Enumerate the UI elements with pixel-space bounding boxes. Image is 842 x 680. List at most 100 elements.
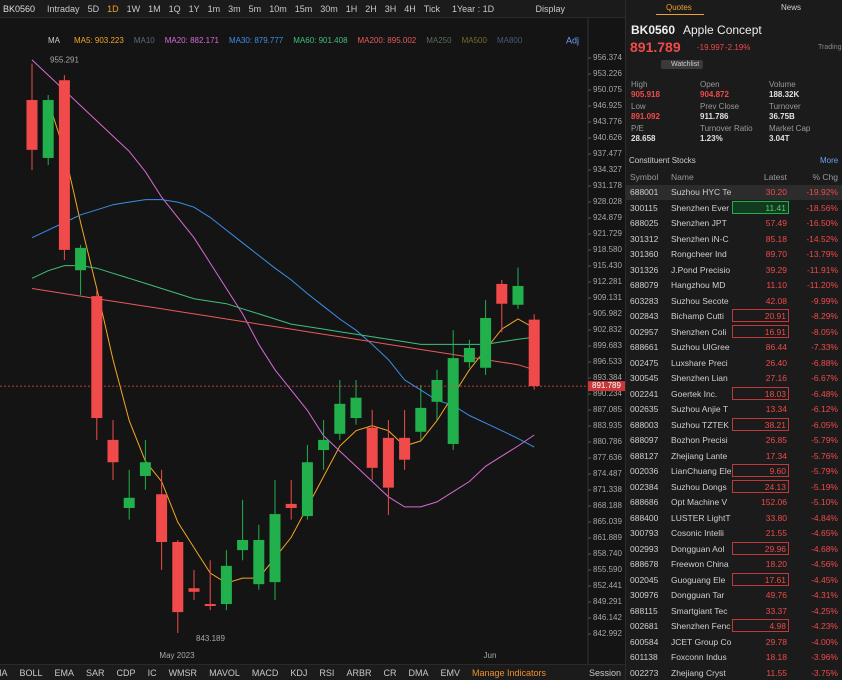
- indicator-tab[interactable]: BOLL: [19, 667, 43, 678]
- indicator-tab[interactable]: CDP: [116, 667, 136, 678]
- period-button[interactable]: 1M: [148, 3, 161, 14]
- range-select[interactable]: 1Year : 1D: [451, 3, 495, 14]
- period-button[interactable]: 1H: [345, 3, 358, 14]
- candle-body: [480, 317, 492, 368]
- period-button[interactable]: 3m: [228, 3, 241, 14]
- stock-row[interactable]: 002273 Zhejiang Cryst 11.55 -3.75%: [626, 666, 842, 680]
- stock-row[interactable]: 002843 Bichamp Cutti 20.91 -8.29%: [626, 309, 842, 324]
- period-button[interactable]: 3H: [384, 3, 397, 14]
- cell-name: Suzhou TZTEK: [671, 419, 729, 430]
- cell-symbol: 002273: [630, 667, 659, 678]
- toolbar: BK0560 Intraday 5D 1D 1W 1M 1Q 1Y 1m 3m 5m 10m 15m 30…: [0, 0, 625, 18]
- indicator-tab[interactable]: RSI: [319, 667, 335, 678]
- period-button[interactable]: 10m: [269, 3, 287, 14]
- stock-row[interactable]: 002635 Suzhou Anjie T 13.34 -6.12%: [626, 402, 842, 417]
- stock-row[interactable]: 301326 J.Pond Precisio 39.29 -11.91%: [626, 263, 842, 278]
- period-button[interactable]: Tick: [423, 3, 440, 14]
- period-button[interactable]: 5D: [87, 3, 100, 14]
- cell-symbol: 002957: [630, 326, 659, 337]
- indicator-tab[interactable]: WMSR: [168, 667, 198, 678]
- cell-symbol: 688678: [630, 559, 659, 569]
- period-button[interactable]: 1m: [207, 3, 221, 14]
- stock-row[interactable]: 002475 Luxshare Preci 26.40 -6.88%: [626, 356, 842, 371]
- stat-value: 28.658: [631, 134, 656, 143]
- stock-row[interactable]: 688400 LUSTER LightT 33.80 -4.84%: [626, 511, 842, 526]
- stat-value: 904.872: [700, 90, 729, 99]
- stock-row[interactable]: 300976 Dongguan Tar 49.76 -4.31%: [626, 588, 842, 603]
- period-button[interactable]: 2H: [365, 3, 377, 14]
- stock-row[interactable]: 603283 Suzhou Secote 42.08 -9.99%: [626, 294, 842, 309]
- indicator-tab[interactable]: SAR: [86, 667, 105, 678]
- stock-row[interactable]: 002241 Goertek Inc. 18.03 -6.48%: [626, 386, 842, 402]
- cell-chg: -6.12%: [811, 404, 838, 414]
- stock-row[interactable]: 688115 Smartgiant Tec 33.37 -4.25%: [626, 604, 842, 619]
- stock-row[interactable]: 688678 Freewon China 18.20 -4.56%: [626, 557, 842, 572]
- cell-symbol: 002045: [630, 574, 659, 585]
- stock-row[interactable]: 301312 Shenzhen iN-C 85.18 -14.52%: [626, 232, 842, 247]
- stock-row[interactable]: 601138 Foxconn Indus 18.18 -3.96%: [626, 650, 842, 665]
- stock-row[interactable]: 002384 Suzhou Dongs 24.13 -5.19%: [626, 479, 842, 495]
- cell-name: Foxconn Indus: [671, 652, 727, 662]
- stock-row[interactable]: 688079 Hangzhou MD 11.10 -11.20%: [626, 278, 842, 293]
- cell-chg: -6.88%: [811, 357, 838, 368]
- session-button[interactable]: Session: [588, 667, 621, 678]
- period-button[interactable]: 15m: [294, 3, 313, 14]
- indicator-tab[interactable]: MAVOL: [209, 667, 240, 678]
- stock-row[interactable]: 688001 Suzhou HYC Te 30.20 -19.92%: [626, 185, 842, 200]
- manage-indicators[interactable]: Manage Indicators: [471, 667, 547, 678]
- stock-row[interactable]: 002036 LianChuang Ele 9.60 -5.79%: [626, 464, 842, 479]
- chart-bg: [0, 0, 625, 680]
- stock-row[interactable]: 300115 Shenzhen Ever 11.41 -18.56%: [626, 200, 842, 216]
- period-button[interactable]: 1W: [126, 3, 141, 14]
- tab-news[interactable]: News: [781, 3, 802, 12]
- watchlist-button[interactable]: Watchlist: [661, 60, 704, 69]
- candle-body: [431, 379, 443, 402]
- stock-row[interactable]: 688686 Opt Machine V 152.06 -5.10%: [626, 495, 842, 510]
- stock-row[interactable]: 688025 Shenzhen JPT 57.49 -16.50%: [626, 216, 842, 231]
- stock-row[interactable]: 600584 JCET Group Co 29.78 -4.00%: [626, 635, 842, 650]
- cell-name: Shenzhen Ever: [671, 202, 730, 213]
- stock-row[interactable]: 688127 Zhejiang Lante 17.34 -5.76%: [626, 449, 842, 464]
- y-tick-label: 871.338: [593, 485, 622, 494]
- section-title: Constituent Stocks: [629, 156, 696, 165]
- ma-legend: MA20: 882.171: [165, 36, 220, 45]
- period-button[interactable]: Intraday: [47, 3, 80, 14]
- indicator-tab[interactable]: MACD: [251, 667, 279, 678]
- period-button[interactable]: 30m: [320, 3, 338, 14]
- stock-row[interactable]: 002957 Shenzhen Coli 16.91 -8.05%: [626, 324, 842, 340]
- stock-row[interactable]: 688003 Suzhou TZTEK 38.21 -6.05%: [626, 417, 842, 433]
- stock-row[interactable]: 002993 Dongguan Aol 29.96 -4.68%: [626, 541, 842, 557]
- indicator-tab[interactable]: DMA: [408, 667, 429, 678]
- tab-quotes[interactable]: Quotes: [666, 3, 692, 12]
- stock-row[interactable]: 002681 Shenzhen Fenc 4.98 -4.23%: [626, 619, 842, 634]
- cell-latest: 29.96: [732, 541, 789, 555]
- cell-latest: 18.20: [765, 559, 787, 569]
- stock-row[interactable]: 688661 Suzhou UIGree 86.44 -7.33%: [626, 340, 842, 355]
- cell-latest: 38.21: [732, 417, 789, 431]
- indicator-tab[interactable]: IC: [147, 667, 157, 678]
- cell-latest: 18.03: [732, 386, 789, 400]
- period-button[interactable]: 4H: [404, 3, 416, 14]
- cell-latest: 33.80: [765, 512, 787, 523]
- stock-row[interactable]: 300545 Shenzhen Lian 27.16 -6.67%: [626, 371, 842, 386]
- stock-row[interactable]: 002045 Guoguang Ele 17.61 -4.45%: [626, 572, 842, 588]
- display-button[interactable]: Display: [535, 3, 565, 14]
- more-link[interactable]: More: [820, 156, 839, 165]
- indicator-tab[interactable]: CR: [383, 667, 397, 678]
- stock-row[interactable]: 688097 Bozhon Precisi 26.85 -5.79%: [626, 433, 842, 448]
- stock-row[interactable]: 300793 Cosonic Intelli 21.55 -4.65%: [626, 526, 842, 541]
- ma-legend: MA250: [426, 36, 452, 45]
- period-button[interactable]: 1Q: [168, 3, 181, 14]
- stock-row[interactable]: 301360 Rongcheer Ind 89.70 -13.79%: [626, 247, 842, 262]
- period-button[interactable]: 1D: [107, 3, 119, 14]
- indicator-tab[interactable]: ARBR: [346, 667, 372, 678]
- indicator-tab[interactable]: EMA: [54, 667, 75, 678]
- low-annotation: 843.189: [196, 634, 225, 643]
- cell-chg: -16.50%: [806, 218, 838, 228]
- period-button[interactable]: 5m: [248, 3, 262, 14]
- period-button[interactable]: 1Y: [188, 3, 200, 14]
- ma-legend: MA60: 901.408: [293, 36, 348, 45]
- indicator-tab[interactable]: MA: [0, 667, 8, 678]
- indicator-tab[interactable]: EMV: [440, 667, 460, 678]
- indicator-tab[interactable]: KDJ: [290, 667, 308, 678]
